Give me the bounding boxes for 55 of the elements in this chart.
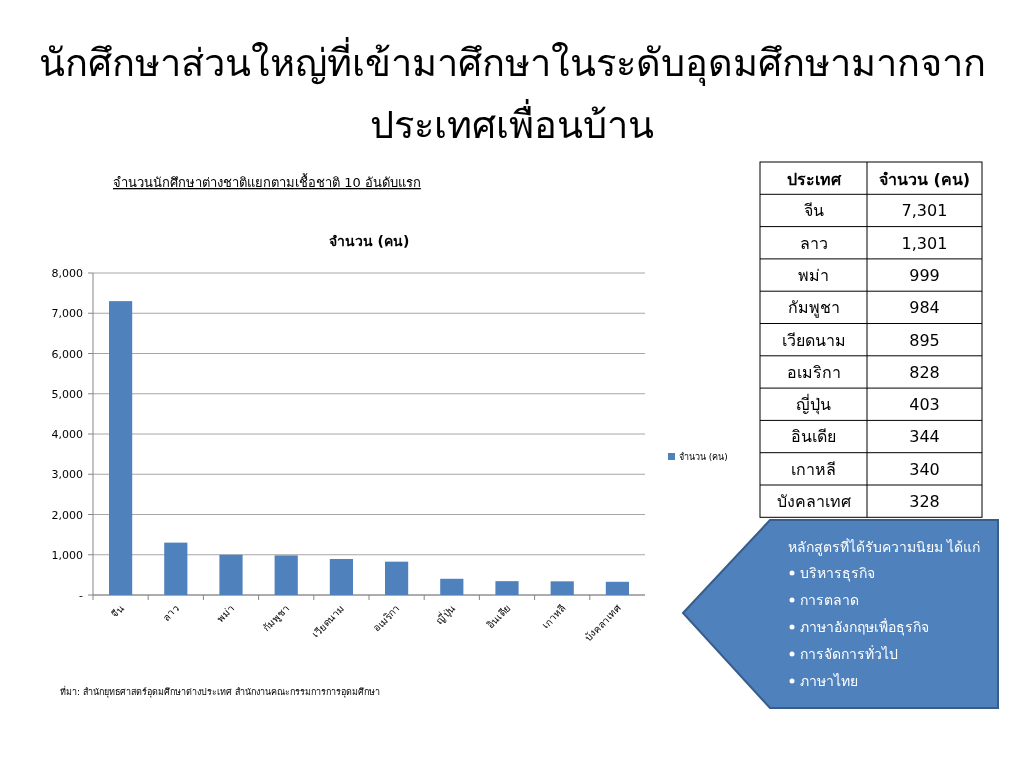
bar bbox=[440, 578, 464, 595]
text: 999 bbox=[909, 265, 940, 285]
text: ประเทศ bbox=[786, 170, 842, 189]
y-tick-label: - bbox=[79, 589, 84, 602]
x-tick-label: ลาว bbox=[160, 602, 182, 624]
text: 340 bbox=[909, 459, 940, 479]
legend-label: จำนวน (คน) bbox=[679, 452, 728, 462]
category-label: เกาหลี bbox=[791, 459, 836, 479]
y-tick-label: 5,000 bbox=[51, 387, 83, 401]
text: ที่มา: สำนักยุทธศาสตร์อุดมศึกษาต่างประเทศ สำนักงานคณะกรรมการการอุดมศึกษา bbox=[60, 685, 380, 698]
category-label: ญี่ปุ่น bbox=[796, 393, 831, 416]
category-label: จีน bbox=[803, 201, 824, 221]
text: 828 bbox=[909, 362, 940, 382]
category-label: เวียดนาม bbox=[781, 330, 846, 350]
category-label: พม่า bbox=[798, 265, 829, 285]
text: 344 bbox=[909, 427, 940, 447]
y-tick-label: 6,000 bbox=[51, 347, 83, 361]
text: ภาษาอังกฤษเพื่อธุรกิจ bbox=[800, 618, 929, 636]
bar bbox=[109, 301, 133, 595]
text: การจัดการทั่วไป bbox=[800, 645, 898, 662]
bar bbox=[605, 581, 629, 595]
text: จำนวน (คน) bbox=[878, 170, 971, 189]
chart-title: นักศึกษาส่วนใหญ่ที่เข้ามาศึกษาในระดับอุดมศึกษามากจากประเทศเพื่อนบ้าน bbox=[38, 37, 986, 147]
category-label: กัมพูชา bbox=[787, 298, 840, 319]
bar bbox=[385, 561, 409, 595]
text: 984 bbox=[909, 298, 940, 318]
text: 7,301 bbox=[901, 201, 948, 221]
text: บริหารธุรกิจ bbox=[800, 565, 875, 582]
y-tick-label: 2,000 bbox=[51, 508, 83, 522]
text: 403 bbox=[909, 395, 940, 415]
y-tick-label: 3,000 bbox=[51, 468, 83, 482]
bar bbox=[329, 558, 353, 595]
text: หลักสูตรที่ได้รับความนิยม ได้แก่ bbox=[788, 538, 981, 556]
text: จำนวน (คน) bbox=[328, 233, 410, 249]
bar bbox=[550, 581, 574, 595]
chart-subtitle: จำนวนนักศึกษาต่างชาติแยกตามเชื้อชาติ 10 อันดับแรก bbox=[113, 173, 421, 190]
text: 328 bbox=[909, 492, 940, 511]
bar bbox=[495, 581, 519, 595]
text: 1,301 bbox=[901, 233, 948, 253]
x-tick-label: จีน bbox=[109, 602, 127, 620]
bar bbox=[164, 542, 188, 595]
category-label: บังคลาเทศ bbox=[776, 492, 851, 511]
text: ภาษาไทย bbox=[800, 673, 858, 689]
y-tick-label: 7,000 bbox=[51, 307, 83, 321]
y-tick-label: 4,000 bbox=[51, 428, 83, 441]
text: การตลาด bbox=[800, 592, 859, 608]
bar bbox=[274, 555, 298, 595]
category-label: อเมริกา bbox=[786, 362, 841, 382]
x-tick-label: พม่า bbox=[214, 602, 237, 625]
text: 895 bbox=[909, 330, 940, 350]
y-tick-label: 8,000 bbox=[51, 267, 83, 280]
category-label: อินเดีย bbox=[791, 427, 836, 447]
bar bbox=[219, 554, 243, 595]
category-label: ลาว bbox=[799, 233, 828, 253]
y-tick-label: 1,000 bbox=[51, 548, 83, 562]
